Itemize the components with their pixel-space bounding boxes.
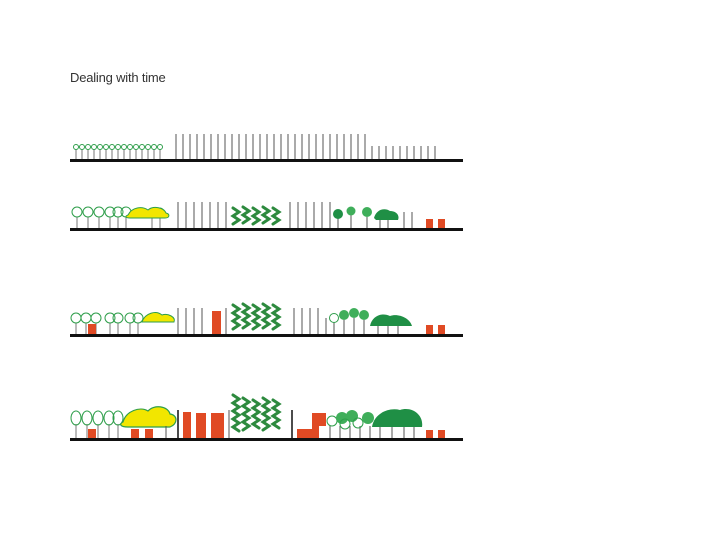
stage-4-vine-wall xyxy=(230,393,282,433)
stage-3-yellow-canopy xyxy=(141,312,175,323)
stage-1-small-trees xyxy=(73,144,163,160)
stage-2-green-trees xyxy=(333,206,399,229)
stage-3-ground-line xyxy=(70,334,463,337)
stage-3-green-trees xyxy=(329,308,412,335)
stage-4 xyxy=(70,393,463,441)
stage-2-ground-line xyxy=(70,228,463,231)
stage-4-buildings xyxy=(88,412,445,439)
stage-2 xyxy=(70,202,463,231)
stage-4-poles xyxy=(165,410,415,439)
stage-4-yellow-canopy xyxy=(120,406,177,428)
stage-1-ground-line xyxy=(70,159,463,162)
stage-1 xyxy=(70,134,463,162)
stage-3-buildings xyxy=(88,311,445,335)
stage-4-green-trees xyxy=(326,409,423,430)
stage-3-vine-wall xyxy=(230,302,282,331)
stage-4-trees xyxy=(70,410,124,439)
stage-2-poles xyxy=(177,202,413,229)
stage-2-vine-wall xyxy=(230,205,282,226)
stage-2-buildings xyxy=(426,219,445,229)
stage-1-poles xyxy=(175,134,436,160)
stage-3-trees xyxy=(70,312,144,335)
stage-4-ground-line xyxy=(70,438,463,441)
stage-2-yellow-canopy xyxy=(125,206,170,219)
stage-3-poles xyxy=(177,308,327,335)
stage-3 xyxy=(70,302,463,337)
slide-title: Dealing with time xyxy=(70,70,166,85)
